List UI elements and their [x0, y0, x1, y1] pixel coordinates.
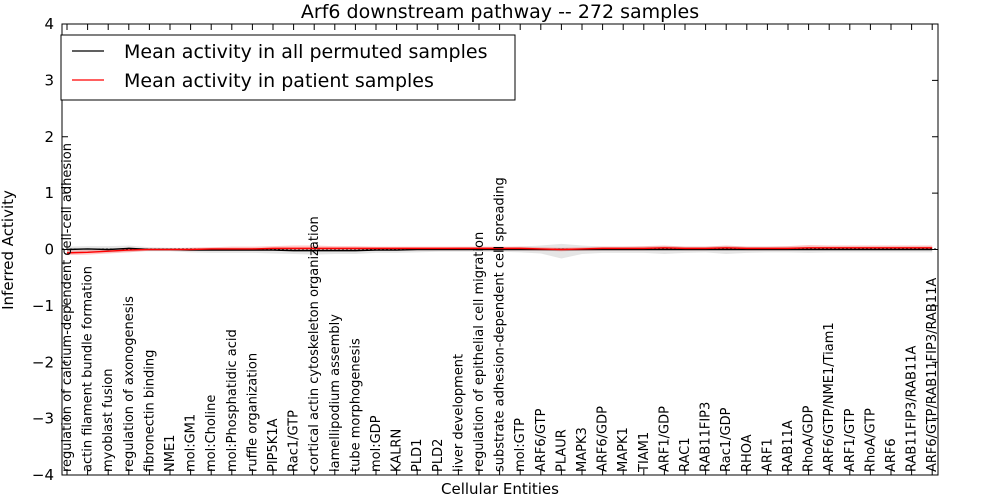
category-label: PLAUR [554, 429, 569, 472]
category-label: Rac1/GTP [287, 410, 302, 472]
y-axis-label: Inferred Activity [0, 190, 17, 310]
x-axis-label: Cellular Entities [441, 480, 559, 498]
category-label: RhoA/GTP [863, 408, 878, 472]
category-label: RAB11A [781, 420, 796, 472]
category-label: RAC1 [678, 437, 693, 472]
category-label: ARF1/GTP [843, 408, 858, 472]
category-label: mol:GDP [369, 415, 384, 472]
y-tick-label: −4 [32, 466, 54, 484]
y-axis-ticks: −4 −3 −2 −1 0 1 2 3 4 [32, 15, 938, 484]
category-label: ARF6 [884, 438, 899, 472]
category-label: ARF6/GTP/RAB11FIP3/RAB11A [925, 278, 940, 472]
category-label: MAPK1 [616, 427, 631, 472]
category-label: liver development [451, 354, 466, 472]
category-label: ARF6/GTP/NME1/Tiam1 [822, 322, 837, 472]
category-label: tube morphogenesis [348, 338, 363, 472]
series-lines [66, 247, 933, 254]
legend-box [60, 34, 516, 101]
category-label: actin filament bundle formation [81, 266, 96, 472]
legend-label-patient: Mean activity in patient samples [124, 70, 434, 92]
category-label: PLD1 [410, 439, 425, 472]
plot-frame [61, 23, 939, 476]
category-label: NME1 [163, 435, 178, 472]
y-tick-label: 3 [44, 71, 54, 89]
category-label: mol:GTP [513, 418, 528, 472]
category-label: cortical actin cytoskeleton organization [307, 216, 322, 472]
category-label: MAPK3 [575, 427, 590, 472]
category-label: ARF6/GDP [596, 406, 611, 472]
category-label: mol:Phosphatidic acid [225, 329, 240, 472]
category-label: regulation of calcium-dependent cell-cel… [60, 143, 75, 472]
category-label: PIP5K1A [266, 418, 281, 472]
legend-label-permuted: Mean activity in all permuted samples [124, 41, 487, 63]
category-label: ARF1/GDP [657, 406, 672, 472]
category-label: PLD2 [431, 439, 446, 472]
category-label: substrate adhesion-dependent cell spread… [493, 177, 508, 472]
legend: Mean activity in all permuted samples Me… [60, 34, 516, 101]
category-label: ARF1 [760, 438, 775, 472]
y-tick-label: 4 [44, 15, 54, 33]
category-label: lamellipodium assembly [328, 314, 343, 472]
y-tick-label: −2 [32, 353, 54, 371]
category-label: RAB11FIP3 [699, 402, 714, 472]
y-tick-label: −1 [32, 297, 54, 315]
category-label: RhoA/GDP [802, 405, 817, 472]
category-label: RHOA [740, 434, 755, 472]
category-label: mol:Choline [204, 395, 219, 472]
category-label: regulation of axonogenesis [122, 296, 137, 472]
patient-mean-line [66, 247, 933, 254]
y-tick-label: −3 [32, 410, 54, 428]
category-label: Rac1/GDP [719, 407, 734, 472]
category-label: fibronectin binding [142, 350, 157, 472]
y-tick-label: 2 [44, 128, 54, 146]
category-label: KALRN [390, 429, 405, 472]
category-label: myoblast fusion [101, 368, 116, 472]
y-tick-label: 1 [44, 184, 54, 202]
category-label: ARF6/GTP [534, 408, 549, 472]
category-label: mol:GM1 [184, 414, 199, 472]
x-axis-ticks [66, 24, 933, 475]
category-label: TIAM1 [637, 432, 652, 473]
permuted-mean-line [66, 247, 933, 252]
category-label: ruffle organization [245, 353, 260, 472]
y-tick-label: 0 [44, 241, 54, 259]
category-label: RAB11FIP3/RAB11A [905, 345, 920, 472]
category-labels: regulation of calcium-dependent cell-cel… [60, 143, 940, 473]
category-label: regulation of epithelial cell migration [472, 232, 487, 472]
chart-title: Arf6 downstream pathway -- 272 samples [301, 1, 699, 23]
